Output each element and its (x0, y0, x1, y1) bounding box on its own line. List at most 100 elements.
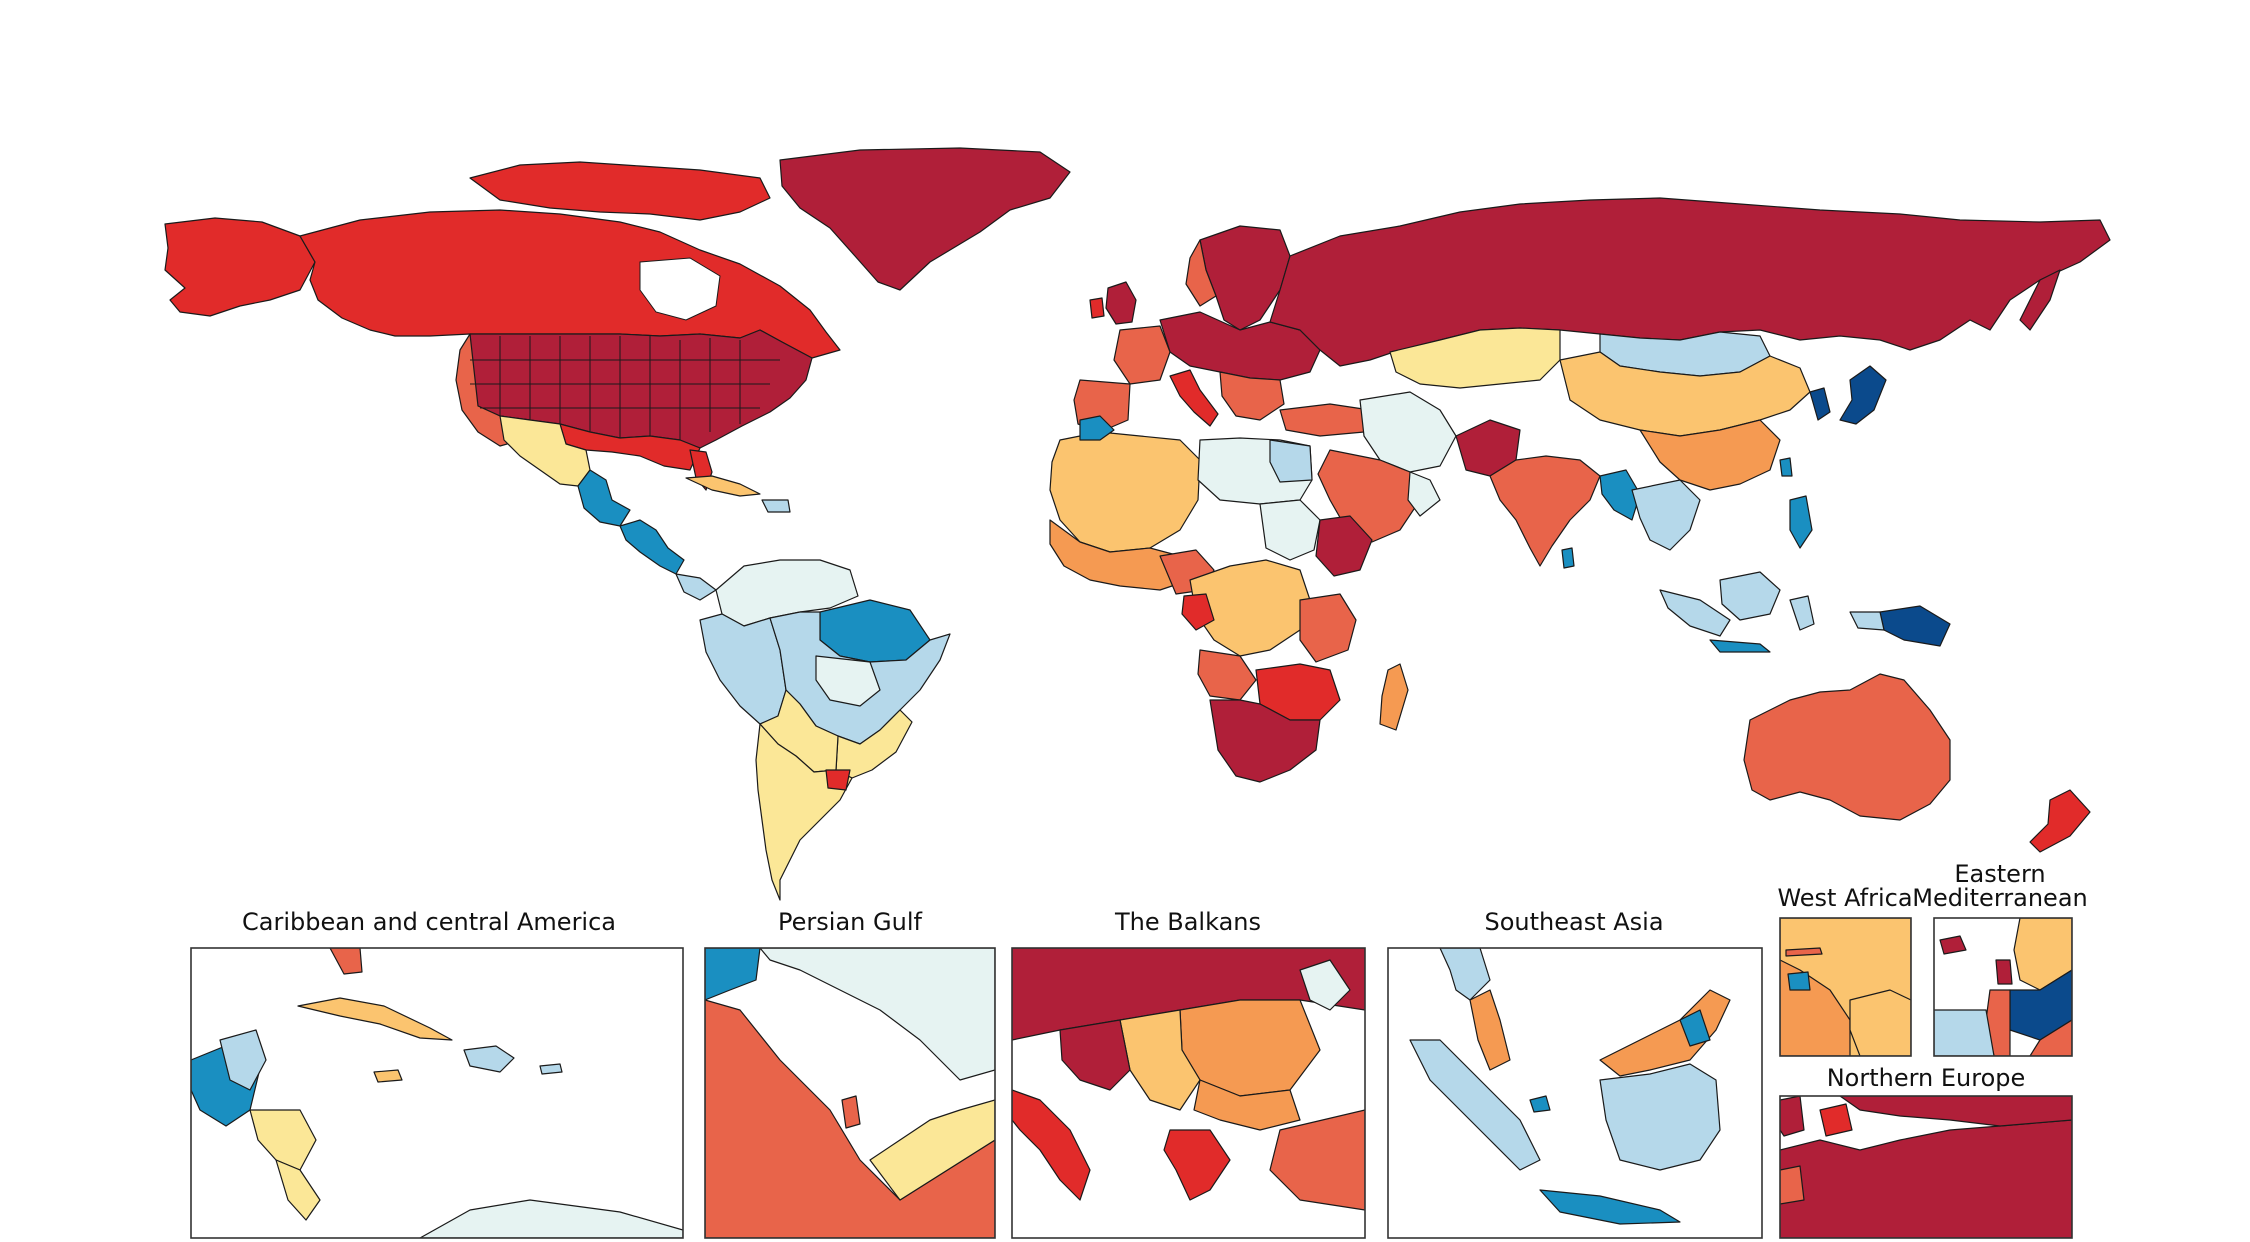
gulf-iran (759, 948, 995, 1081)
region-australia (1743, 673, 1951, 821)
sea-thailand (1439, 948, 1491, 1001)
inset-persian-gulf: Persian Gulf (704, 908, 996, 1239)
region-sri-lanka (1561, 547, 1575, 569)
region-kazakhstan (1389, 327, 1561, 389)
balkans-bosnia (1059, 1019, 1131, 1091)
region-argentina-chile (755, 723, 853, 901)
region-eastern-europe (1159, 311, 1321, 381)
inset-balkans: The Balkans (1011, 908, 1366, 1239)
caribbean-colombia (419, 1199, 683, 1238)
region-west-papua (1849, 611, 1885, 631)
region-norway-west (1185, 239, 1217, 307)
inset-frame-caribbean (190, 947, 684, 1239)
balkans-greece (1163, 1129, 1231, 1201)
west-africa-ivory-coast (1849, 989, 1911, 1056)
region-greenland (779, 147, 1071, 291)
region-gabon-congo (1181, 593, 1215, 631)
region-japan (1839, 365, 1887, 425)
region-france (1113, 325, 1171, 385)
caribbean-honduras (249, 1109, 317, 1171)
region-uruguay (825, 769, 851, 791)
region-korea (1809, 387, 1831, 421)
region-madagascar (1379, 663, 1409, 731)
caribbean-puerto-rico (539, 1063, 563, 1075)
inset-frame-west-africa (1779, 917, 1912, 1057)
inset-frame-persian-gulf (704, 947, 996, 1239)
region-egypt (1269, 439, 1313, 483)
caribbean-cuba (297, 997, 453, 1041)
region-borneo (1719, 571, 1781, 621)
region-china-south (1639, 419, 1781, 491)
balkans-moldova (1299, 959, 1351, 1011)
region-sudan (1259, 499, 1321, 561)
northern-europe-scandinavia (1839, 1096, 2072, 1127)
region-brazil-central (815, 655, 881, 707)
inset-northern-europe: Northern Europe (1779, 1064, 2073, 1239)
balkans-italy (1012, 1089, 1091, 1201)
west-africa-gambia (1785, 947, 1823, 957)
inset-title-persian-gulf: Persian Gulf (778, 908, 922, 936)
caribbean-florida (329, 948, 363, 975)
hudson-bay (639, 257, 721, 321)
region-hispaniola (761, 499, 791, 513)
region-central-america (619, 519, 685, 575)
gulf-qatar (841, 1095, 861, 1129)
caribbean-guatemala (219, 1029, 267, 1091)
inset-title-eastern-mediterranean: Eastern Mediterranean (1912, 860, 2087, 912)
region-new-zealand (2029, 789, 2091, 853)
balkans-serbia (1119, 1009, 1201, 1111)
caribbean-hispaniola (463, 1045, 515, 1073)
region-uk (1105, 281, 1137, 325)
gulf-kuwait (705, 948, 761, 1001)
sea-sumatra (1409, 1039, 1541, 1171)
region-oman (1407, 471, 1441, 517)
region-indonesia-west (1659, 589, 1731, 637)
northern-europe-uk (1780, 1096, 1805, 1137)
gulf-uae (869, 1099, 995, 1201)
caribbean-jamaica (373, 1069, 403, 1083)
region-morocco (1079, 415, 1115, 441)
region-sulawesi (1789, 595, 1815, 631)
eastmed-cyprus (1939, 935, 1967, 955)
inset-caribbean: Caribbean and central America (190, 908, 684, 1239)
region-philippines (1789, 495, 1813, 549)
balkans-bulgaria (1193, 1079, 1301, 1131)
northern-europe-mainland (1780, 1119, 2072, 1238)
gulf-saudi-arabia (705, 999, 995, 1238)
inset-frame-southeast-asia (1387, 947, 1763, 1239)
region-ethiopia (1315, 515, 1373, 577)
inset-west-africa: West Africa (1777, 884, 1913, 1057)
eastmed-saudi (2029, 1019, 2072, 1056)
northern-europe-netherlands (1780, 1165, 1805, 1205)
region-central-america-south (675, 573, 717, 601)
sea-sabah-sarawak (1599, 989, 1731, 1077)
sea-brunei (1679, 1009, 1711, 1047)
inset-southeast-asia: Southeast Asia (1387, 908, 1763, 1239)
sea-kalimantan (1599, 1063, 1721, 1171)
region-angola (1197, 649, 1257, 701)
region-java (1709, 639, 1771, 653)
region-north-africa-west (1049, 431, 1201, 553)
sea-java (1539, 1189, 1681, 1225)
region-new-guinea (1879, 605, 1951, 647)
region-ireland (1089, 297, 1105, 319)
region-iran (1359, 391, 1457, 473)
region-indochina (1631, 479, 1701, 551)
sea-malaysia-peninsula (1469, 989, 1511, 1071)
inset-frame-eastern-mediterranean (1933, 917, 2073, 1057)
region-cuba (685, 475, 761, 497)
northern-europe-denmark (1819, 1103, 1853, 1137)
sea-singapore (1529, 1095, 1551, 1113)
inset-title-southeast-asia: Southeast Asia (1484, 908, 1663, 936)
region-east-africa (1299, 593, 1357, 663)
region-mexico-south (577, 469, 631, 527)
region-alaska (164, 217, 316, 317)
inset-title-balkans: The Balkans (1114, 908, 1261, 936)
region-taiwan (1779, 457, 1793, 477)
region-balkans (1219, 371, 1285, 421)
us-state-lines (470, 336, 780, 440)
region-ecuador-peru (699, 613, 787, 725)
region-arctic-islands (469, 161, 771, 221)
inset-title-northern-europe: Northern Europe (1827, 1064, 2026, 1092)
